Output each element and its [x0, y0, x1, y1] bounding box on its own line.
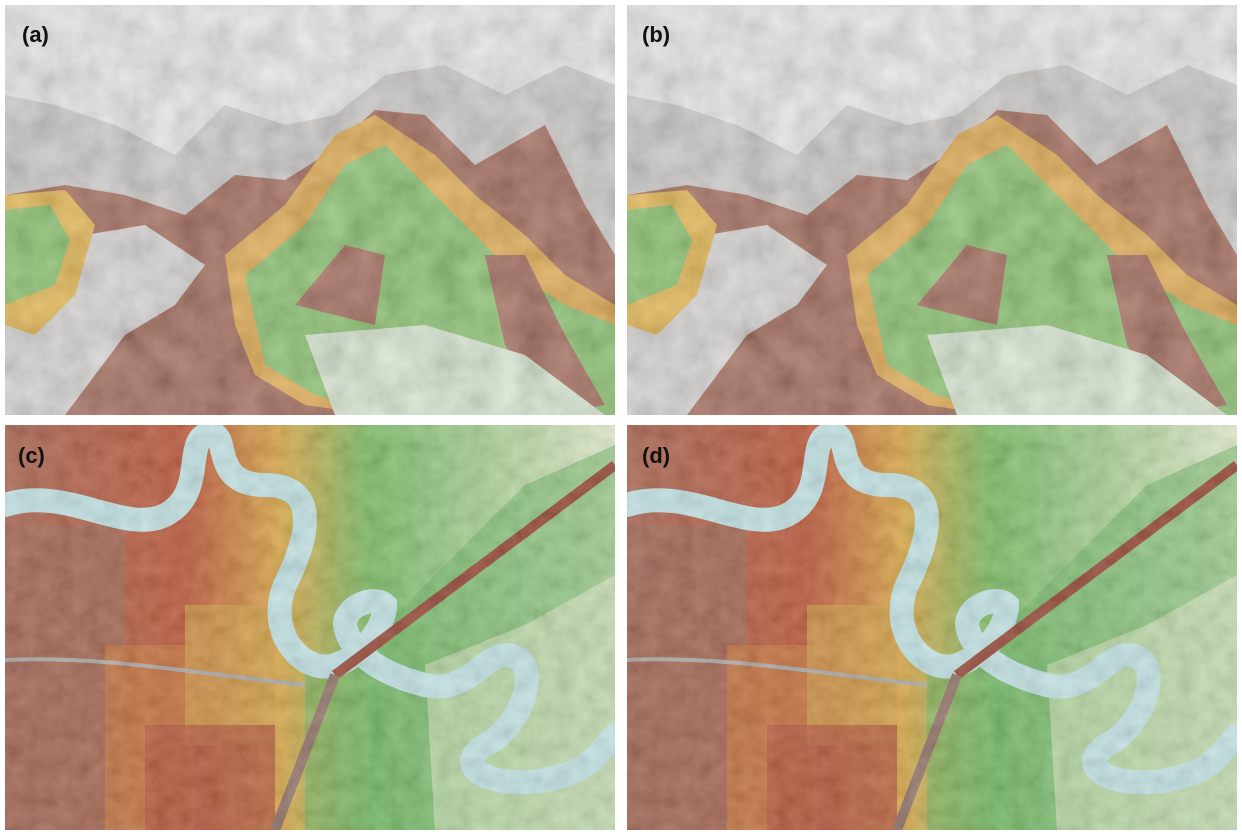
panel-a-map [5, 5, 615, 415]
panel-label: (a) [22, 22, 49, 47]
panel-b-map [627, 5, 1237, 415]
panel-label: (d) [642, 443, 670, 468]
panel-label: (b) [642, 22, 670, 47]
figure: (a) (b) (c) (d) [0, 0, 1242, 835]
panel-c-map [5, 425, 615, 830]
page: (a) (b) (c) (d) (() => { const data = JS… [0, 0, 1242, 835]
panel-label: (c) [18, 443, 45, 468]
panel-d-map [627, 425, 1237, 830]
